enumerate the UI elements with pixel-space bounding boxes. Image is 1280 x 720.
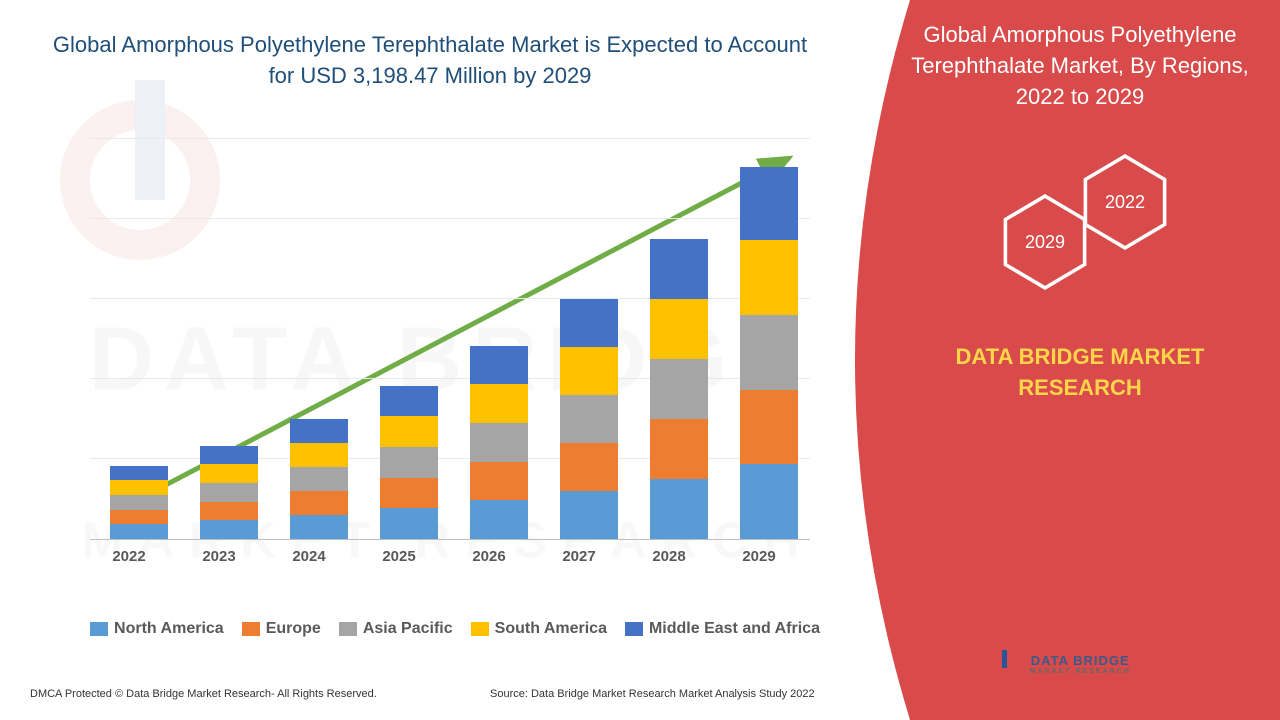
side-title: Global Amorphous Polyethylene Terephthal…	[900, 20, 1260, 132]
segment-north-america	[380, 508, 438, 539]
legend-swatch	[90, 622, 108, 636]
chart-legend: North America Europe Asia Pacific South Ame…	[60, 620, 850, 638]
footer-copyright: DMCA Protected © Data Bridge Market Rese…	[30, 688, 377, 700]
segment-asia-pacific	[290, 467, 348, 491]
legend-item-asia-pacific: Asia Pacific	[339, 620, 453, 638]
hexagon-2022: 2022	[1080, 152, 1170, 252]
bar-2026	[470, 346, 528, 539]
segment-europe	[380, 478, 438, 509]
segment-middle-east-and-africa	[200, 446, 258, 465]
plot-area	[90, 140, 810, 540]
x-axis-label: 2022	[89, 548, 169, 565]
legend-label: Asia Pacific	[363, 620, 453, 638]
main-chart-area: Global Amorphous Polyethylene Terephthal…	[0, 0, 870, 720]
logo-mark-icon	[989, 650, 1019, 680]
segment-europe	[200, 502, 258, 521]
x-axis-label: 2024	[269, 548, 349, 565]
legend-item-south-america: South America	[471, 620, 607, 638]
segment-south-america	[380, 416, 438, 447]
segment-south-america	[110, 480, 168, 495]
segment-north-america	[650, 479, 708, 539]
segment-middle-east-and-africa	[470, 346, 528, 385]
segment-middle-east-and-africa	[740, 167, 798, 240]
segment-north-america	[200, 520, 258, 539]
segment-north-america	[560, 491, 618, 539]
bar-2025	[380, 386, 438, 539]
x-axis-label: 2026	[449, 548, 529, 565]
hex-label-2029: 2029	[1025, 232, 1065, 253]
legend-item-europe: Europe	[242, 620, 321, 638]
segment-south-america	[560, 347, 618, 395]
hex-label-2022: 2022	[1105, 192, 1145, 213]
segment-asia-pacific	[650, 359, 708, 419]
segment-asia-pacific	[380, 447, 438, 478]
bar-2028	[650, 239, 708, 539]
bar-2029	[740, 167, 798, 539]
segment-middle-east-and-africa	[650, 239, 708, 299]
x-axis-label: 2023	[179, 548, 259, 565]
segment-asia-pacific	[560, 395, 618, 443]
bar-2024	[290, 419, 348, 539]
hexagon-2029: 2029	[1000, 192, 1090, 292]
segment-europe	[470, 462, 528, 501]
segment-north-america	[110, 524, 168, 539]
segment-asia-pacific	[110, 495, 168, 510]
segment-north-america	[470, 500, 528, 539]
segment-north-america	[740, 464, 798, 539]
brand-logo: DATA BRIDGE MARKET RESEARCH	[960, 650, 1160, 680]
segment-middle-east-and-africa	[290, 419, 348, 443]
segment-europe	[110, 510, 168, 525]
legend-label: Europe	[266, 620, 321, 638]
segment-south-america	[290, 443, 348, 467]
hexagon-group: 2029 2022	[900, 142, 1260, 322]
brand-text: DATA BRIDGE MARKET RESEARCH	[900, 342, 1260, 404]
segment-europe	[740, 390, 798, 465]
chart-title: Global Amorphous Polyethylene Terephthal…	[40, 30, 820, 92]
legend-label: North America	[114, 620, 224, 638]
bar-2022	[110, 466, 168, 539]
segment-asia-pacific	[740, 315, 798, 390]
segment-south-america	[740, 240, 798, 315]
grid-line	[90, 138, 810, 139]
segment-south-america	[470, 384, 528, 423]
legend-label: South America	[495, 620, 607, 638]
x-axis-label: 2029	[719, 548, 799, 565]
segment-asia-pacific	[470, 423, 528, 462]
segment-europe	[560, 443, 618, 491]
legend-label: Middle East and Africa	[649, 620, 820, 638]
segment-south-america	[650, 299, 708, 359]
legend-swatch	[625, 622, 643, 636]
segment-north-america	[290, 515, 348, 539]
side-panel: Global Amorphous Polyethylene Terephthal…	[840, 0, 1280, 720]
logo-text: DATA BRIDGE MARKET RESEARCH	[1030, 654, 1131, 676]
bar-2027	[560, 299, 618, 539]
legend-swatch	[242, 622, 260, 636]
legend-swatch	[471, 622, 489, 636]
legend-item-middle-east-and-africa: Middle East and Africa	[625, 620, 820, 638]
legend-swatch	[339, 622, 357, 636]
legend-item-north-america: North America	[90, 620, 224, 638]
footer-source: Source: Data Bridge Market Research Mark…	[490, 688, 815, 700]
x-axis-label: 2025	[359, 548, 439, 565]
segment-middle-east-and-africa	[110, 466, 168, 481]
segment-europe	[290, 491, 348, 515]
grid-line	[90, 218, 810, 219]
segment-asia-pacific	[200, 483, 258, 502]
x-axis-label: 2028	[629, 548, 709, 565]
chart-container: 2022 2023 2024 2025 2026 2027 2028 2029	[80, 140, 820, 580]
x-axis-label: 2027	[539, 548, 619, 565]
segment-middle-east-and-africa	[380, 386, 438, 417]
side-content: Global Amorphous Polyethylene Terephthal…	[840, 0, 1280, 720]
segment-middle-east-and-africa	[560, 299, 618, 347]
segment-south-america	[200, 464, 258, 483]
segment-europe	[650, 419, 708, 479]
bar-2023	[200, 446, 258, 539]
